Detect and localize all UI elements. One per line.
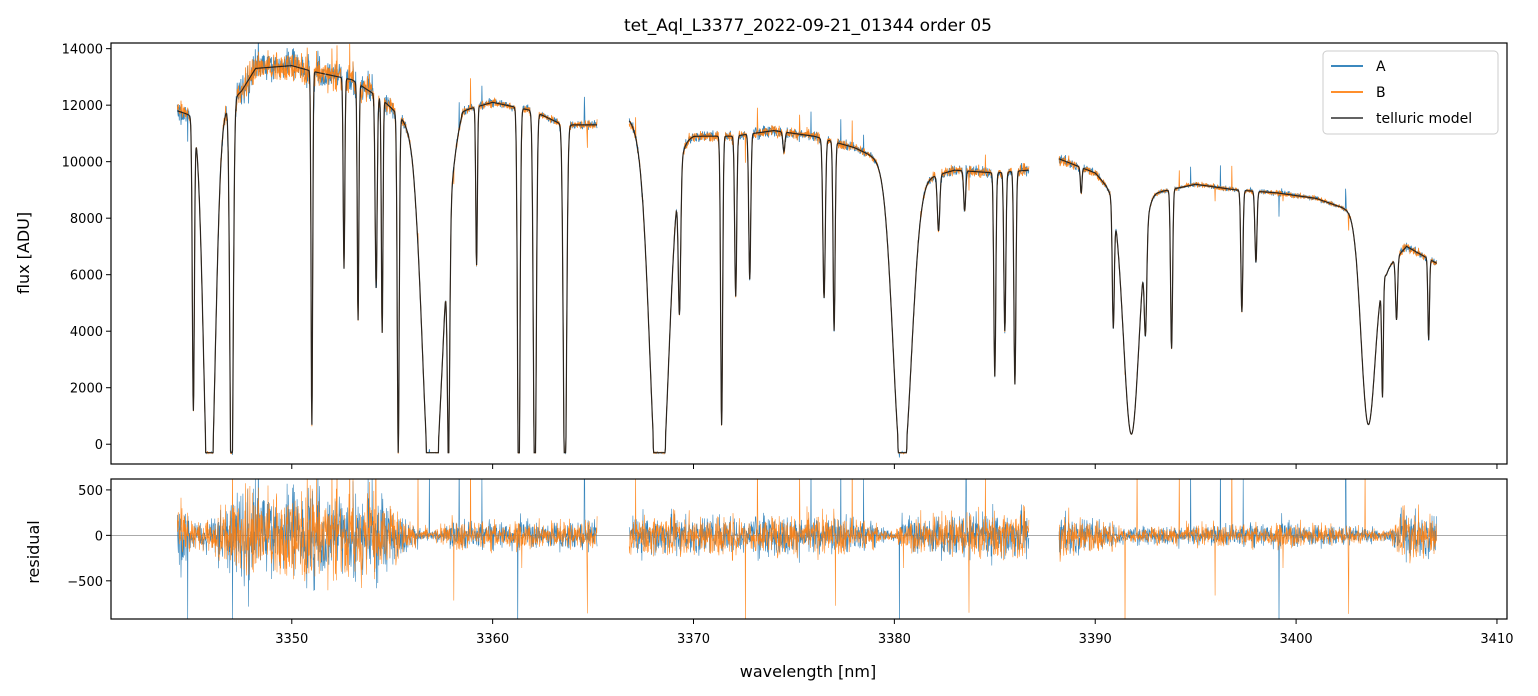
flux-y-tick-label: 4000 bbox=[70, 325, 103, 340]
telluric-model-line-segment-2 bbox=[1058, 158, 1438, 435]
flux-series-b-segment-2 bbox=[1058, 155, 1438, 435]
flux-axes-frame bbox=[110, 42, 1508, 465]
flux-y-ticks: 0 2000 4000 6000 8000 10000 12000 14000 bbox=[62, 43, 111, 453]
residual-y-tick-label: 500 bbox=[78, 484, 103, 499]
residual-y-ticks: −500 0 500 bbox=[67, 484, 111, 590]
flux-x-ticks bbox=[291, 464, 1498, 469]
residual-x-tick-label: 3360 bbox=[476, 632, 509, 647]
flux-y-tick-label: 6000 bbox=[70, 269, 103, 284]
residual-y-tick-label: 0 bbox=[95, 529, 103, 544]
residual-series-b-segment-0 bbox=[177, 479, 598, 614]
flux-y-tick-label: 0 bbox=[95, 438, 103, 453]
flux-series-a-segment-2 bbox=[1058, 154, 1438, 435]
flux-plot-area bbox=[176, 43, 1438, 458]
legend-label-b: B bbox=[1376, 85, 1386, 101]
flux-y-tick-label: 10000 bbox=[62, 156, 103, 171]
flux-series-a-segment-1 bbox=[628, 111, 1030, 458]
flux-y-tick-label: 8000 bbox=[70, 212, 103, 227]
x-axis-label: wavelength [nm] bbox=[740, 662, 877, 681]
residual-plot-area bbox=[111, 479, 1507, 619]
residual-x-tick-label: 3390 bbox=[1079, 632, 1112, 647]
residual-y-tick-label: −500 bbox=[67, 575, 103, 590]
flux-y-tick-label: 14000 bbox=[62, 43, 103, 58]
chart-title: tet_Aql_L3377_2022-09-21_01344 order 05 bbox=[624, 16, 992, 36]
residual-x-tick-label: 3370 bbox=[677, 632, 710, 647]
legend: A B telluric model bbox=[1322, 50, 1499, 135]
residual-x-tick-label: 3410 bbox=[1480, 632, 1513, 647]
residual-axes-frame bbox=[110, 478, 1508, 620]
residual-series-b-segment-1 bbox=[628, 479, 1030, 619]
telluric-model-line-segment-0 bbox=[177, 65, 598, 454]
telluric-model-line-segment-1 bbox=[628, 120, 1030, 454]
flux-y-axis-label: flux [ADU] bbox=[14, 212, 33, 294]
residual-x-ticks: 3350 3360 3370 3380 3390 3400 3410 bbox=[275, 619, 1514, 647]
residual-y-axis-label: residual bbox=[24, 520, 43, 583]
legend-label-model: telluric model bbox=[1376, 111, 1472, 127]
flux-axes: 0 2000 4000 6000 8000 10000 12000 14000 flux [A… bbox=[14, 42, 1508, 469]
legend-label-a: A bbox=[1376, 59, 1386, 75]
residual-series-b-segment-2 bbox=[1058, 479, 1437, 619]
flux-y-tick-label: 12000 bbox=[62, 99, 103, 114]
residual-axes: −500 0 500 3350 3360 3370 3380 3390 3400 3410 re… bbox=[24, 478, 1514, 681]
legend-box bbox=[1322, 50, 1499, 135]
residual-x-tick-label: 3350 bbox=[275, 632, 308, 647]
residual-x-tick-label: 3380 bbox=[878, 632, 911, 647]
flux-series-b-segment-1 bbox=[628, 107, 1030, 455]
flux-y-tick-label: 2000 bbox=[70, 382, 103, 397]
residual-x-tick-label: 3400 bbox=[1280, 632, 1313, 647]
